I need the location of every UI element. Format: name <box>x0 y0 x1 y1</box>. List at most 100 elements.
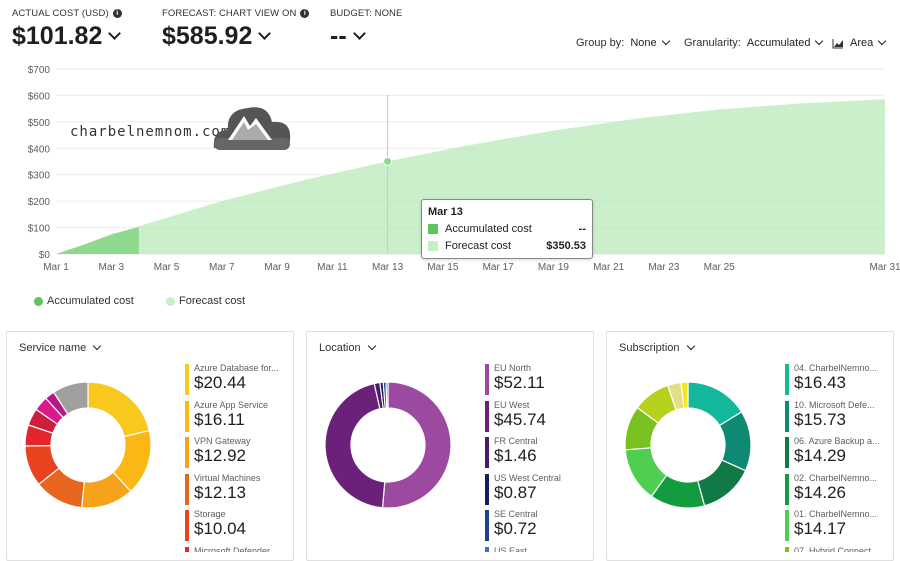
list-item[interactable]: EU West $45.74 <box>485 399 585 436</box>
item-value: $14.26 <box>794 482 846 502</box>
item-value: $1.46 <box>494 446 537 465</box>
forecast-label: FORECAST: CHART VIEW ON <box>162 8 297 19</box>
color-bar <box>785 437 789 468</box>
y-tick-label: $300 <box>28 171 51 182</box>
forecast-kpi[interactable]: FORECAST: CHART VIEW ON i $585.92 <box>162 8 310 51</box>
y-tick-label: $100 <box>28 224 51 235</box>
item-value: $14.17 <box>794 519 846 538</box>
chevron-down-icon[interactable] <box>108 27 122 40</box>
donut-slice[interactable] <box>52 381 89 415</box>
y-tick-label: $700 <box>28 65 51 76</box>
x-tick-label: Mar 5 <box>154 262 180 273</box>
tooltip-row-name: Accumulated cost <box>445 222 532 235</box>
list-item[interactable]: Virtual Machines $12.13 <box>185 472 285 509</box>
list-item[interactable]: Microsoft Defender <box>185 545 285 553</box>
color-bar <box>485 364 489 395</box>
donut-slice[interactable] <box>680 381 689 409</box>
x-tick-label: Mar 23 <box>648 262 680 273</box>
legend-item-accumulated[interactable]: Accumulated cost <box>34 295 134 307</box>
forecast-value: $585.92 <box>162 22 253 50</box>
info-icon: i <box>300 9 310 18</box>
item-name: 06. Azure Backup a... <box>794 436 880 446</box>
item-name: 04. CharbelNemno... <box>794 363 878 373</box>
list-item[interactable]: Storage $10.04 <box>185 508 285 545</box>
actual-cost-kpi[interactable]: ACTUAL COST (USD) i $101.82 <box>12 8 122 51</box>
x-tick-label: Mar 3 <box>98 262 124 273</box>
card-title: Service name <box>19 342 87 354</box>
chevron-down-icon <box>93 341 102 351</box>
area-chart-icon <box>832 38 843 48</box>
service-donut-chart[interactable] <box>21 378 155 512</box>
tooltip-row-value: $350.53 <box>546 239 586 252</box>
list-item[interactable]: US East <box>485 545 585 552</box>
item-value: $12.13 <box>194 482 246 502</box>
actual-cost-value: $101.82 <box>12 22 103 50</box>
donut-slice[interactable] <box>87 381 151 438</box>
subscription-card: Subscription 04. CharbelNemno... $16.43 10… <box>606 331 894 561</box>
subscription-donut-chart[interactable] <box>621 378 755 512</box>
group-by-dropdown[interactable]: Group by: None <box>576 36 670 49</box>
item-name: 07. Hybrid Connect... <box>794 545 879 553</box>
donut-slice[interactable] <box>324 382 386 509</box>
x-tick-label: Mar 21 <box>593 262 625 273</box>
x-tick-label: Mar 7 <box>209 262 235 273</box>
tooltip-swatch <box>428 223 438 234</box>
item-name: 02. CharbelNemno... <box>794 472 878 483</box>
list-item[interactable]: VPN Gateway $12.92 <box>185 435 285 472</box>
item-name: Virtual Machines <box>194 472 261 483</box>
list-item[interactable]: 10. Microsoft Defe... $15.73 <box>785 399 885 436</box>
chart-type-dropdown[interactable]: Area <box>832 36 887 49</box>
list-item[interactable]: SE Central $0.72 <box>485 508 585 545</box>
list-item[interactable]: 04. CharbelNemno... $16.43 <box>785 362 885 399</box>
list-item[interactable]: 02. CharbelNemno... $14.26 <box>785 472 885 509</box>
budget-kpi[interactable]: BUDGET: NONE -- <box>330 8 402 51</box>
tooltip-date: Mar 13 <box>428 206 463 218</box>
donut-slice[interactable] <box>385 381 389 409</box>
tooltip-swatch <box>428 240 438 251</box>
color-bar <box>185 364 189 395</box>
list-item[interactable]: 07. Hybrid Connect... <box>785 545 885 553</box>
item-name: 01. CharbelNemno... <box>794 509 878 519</box>
donut-slice[interactable] <box>696 459 747 507</box>
subscription-dropdown[interactable]: Subscription <box>619 341 695 354</box>
budget-label: BUDGET: NONE <box>330 8 403 19</box>
list-item[interactable]: Azure App Service $16.11 <box>185 399 285 436</box>
subscription-breakdown-list: 04. CharbelNemno... $16.43 10. Microsoft D… <box>785 362 885 552</box>
chevron-down-icon[interactable] <box>258 27 272 40</box>
list-item[interactable]: FR Central $1.46 <box>485 435 585 472</box>
legend-item-forecast[interactable]: Forecast cost <box>166 295 245 307</box>
y-tick-label: $200 <box>28 197 51 208</box>
donut-slice[interactable] <box>381 381 452 509</box>
group-by-value: None <box>630 37 657 49</box>
item-value: $16.43 <box>794 373 846 392</box>
granularity-dropdown[interactable]: Granularity: Accumulated <box>684 36 824 49</box>
x-tick-label: Mar 9 <box>264 262 290 273</box>
color-bar <box>485 546 489 552</box>
service-breakdown-list: Azure Database for... $20.44 Azure App Ser… <box>185 362 285 552</box>
item-name: Microsoft Defender <box>194 545 271 553</box>
chevron-down-icon <box>815 36 824 46</box>
item-name: EU West <box>494 399 530 410</box>
location-breakdown-list: EU North $52.11 EU West $45.74 FR Central $1.… <box>485 362 585 552</box>
y-tick-label: $400 <box>28 144 51 155</box>
list-item[interactable]: 06. Azure Backup a... $14.29 <box>785 435 885 472</box>
color-bar <box>485 473 489 505</box>
chevron-down-icon[interactable] <box>352 27 366 40</box>
item-name: Azure App Service <box>194 399 269 410</box>
x-tick-label: Mar 11 <box>317 262 348 273</box>
watermark: charbelnemnom.com <box>70 124 230 140</box>
list-item[interactable]: Azure Database for... $20.44 <box>185 362 285 399</box>
list-item[interactable]: EU North $52.11 <box>485 362 585 399</box>
tooltip-row-value: -- <box>578 222 586 235</box>
granularity-label: Granularity: <box>684 37 741 49</box>
location-donut-chart[interactable] <box>321 378 455 512</box>
color-bar <box>785 400 789 432</box>
x-tick-label: Mar 13 <box>372 262 404 273</box>
item-name: 10. Microsoft Defe... <box>794 399 875 410</box>
service-name-dropdown[interactable]: Service name <box>19 341 102 354</box>
list-item[interactable]: 01. CharbelNemno... $14.17 <box>785 508 885 545</box>
location-dropdown[interactable]: Location <box>319 341 376 354</box>
list-item[interactable]: US West Central $0.87 <box>485 472 585 509</box>
color-bar <box>785 546 789 552</box>
